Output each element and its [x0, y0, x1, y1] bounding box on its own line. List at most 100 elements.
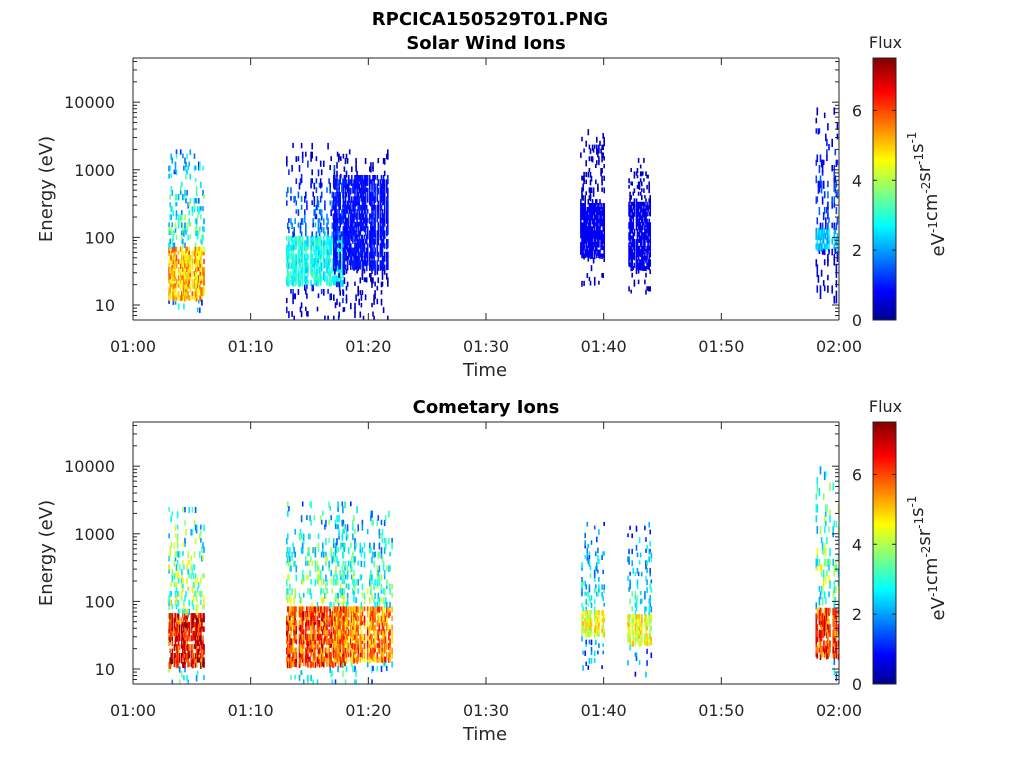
flux-cell	[346, 226, 349, 233]
flux-cell	[369, 611, 371, 617]
flux-cell	[350, 606, 352, 614]
flux-cell	[319, 209, 322, 216]
flux-cell	[336, 251, 338, 259]
flux-cell	[364, 175, 367, 181]
flux-cell	[387, 260, 389, 267]
flux-cell	[175, 653, 178, 661]
flux-cell	[596, 148, 598, 155]
flux-cell	[286, 588, 288, 595]
flux-cell	[580, 206, 582, 212]
flux-cell	[317, 244, 320, 252]
flux-cell	[199, 551, 201, 558]
flux-cell	[188, 661, 190, 667]
flux-cell	[194, 283, 197, 289]
flux-cell	[295, 258, 298, 265]
flux-cell	[391, 606, 393, 613]
flux-cell	[346, 221, 349, 228]
flux-cell	[334, 217, 336, 223]
flux-cell	[345, 217, 348, 224]
flux-cell	[313, 209, 316, 216]
flux-cell	[178, 630, 181, 636]
flux-cell	[366, 588, 369, 595]
flux-cell	[328, 638, 330, 645]
flux-cell	[588, 222, 591, 228]
flux-cell	[200, 291, 202, 297]
flux-cell	[383, 204, 386, 212]
flux-cell	[360, 294, 363, 301]
flux-cell	[345, 268, 348, 274]
flux-cell	[342, 244, 344, 250]
flux-cell	[598, 632, 600, 637]
flux-cell	[372, 251, 374, 259]
flux-cell	[338, 249, 341, 255]
flux-cell	[636, 215, 639, 220]
flux-cell	[601, 595, 603, 600]
flux-cell	[326, 556, 328, 562]
flux-cell	[371, 579, 373, 585]
flux-cell	[174, 635, 177, 642]
flux-cell	[185, 608, 187, 616]
flux-cell	[593, 238, 596, 244]
flux-cell	[202, 648, 204, 654]
flux-cell	[642, 212, 644, 216]
flux-cell	[585, 632, 587, 639]
flux-cell	[318, 661, 321, 668]
flux-cell	[347, 221, 350, 229]
flux-cell	[317, 633, 320, 641]
flux-cell	[374, 213, 376, 219]
flux-cell	[172, 234, 175, 241]
flux-cell	[193, 291, 196, 297]
flux-cell	[322, 611, 324, 616]
flux-cell	[353, 588, 355, 595]
flux-cell	[646, 249, 648, 254]
flux-cell	[361, 183, 364, 189]
flux-cell	[581, 187, 583, 192]
flux-cell	[198, 275, 200, 280]
flux-cell	[286, 647, 288, 655]
flux-cell	[192, 613, 195, 620]
flux-cell	[632, 255, 635, 260]
flux-cell	[644, 266, 646, 271]
flux-cell	[169, 267, 171, 274]
flux-cell	[331, 556, 334, 564]
flux-cell	[819, 243, 822, 251]
flux-cell	[313, 200, 316, 207]
flux-cell	[199, 533, 201, 540]
flux-cell	[322, 565, 324, 571]
flux-cell	[345, 615, 348, 622]
flux-cell	[360, 213, 363, 219]
flux-cell	[170, 267, 172, 274]
flux-cell	[584, 234, 586, 239]
flux-cell	[596, 222, 598, 227]
flux-cell	[323, 244, 325, 250]
flux-cell	[582, 187, 584, 192]
flux-cell	[183, 626, 185, 632]
flux-cell	[347, 192, 350, 197]
flux-cell	[345, 179, 348, 186]
flux-cell	[629, 644, 631, 651]
flux-cell	[331, 615, 334, 622]
flux-cell	[585, 628, 587, 634]
flux-cell	[299, 615, 302, 623]
flux-cell	[585, 599, 587, 605]
flux-cell	[341, 642, 344, 650]
flux-cell	[333, 179, 335, 186]
flux-cell	[582, 245, 584, 250]
flux-cell	[312, 638, 314, 644]
flux-cell	[353, 615, 355, 621]
flux-cell	[382, 647, 385, 654]
flux-cell	[347, 187, 350, 193]
flux-cell	[182, 613, 184, 618]
flux-cell	[326, 187, 328, 193]
flux-cell	[369, 624, 371, 631]
flux-cell	[332, 551, 335, 557]
flux-cell	[182, 287, 184, 294]
flux-cell	[358, 200, 360, 206]
flux-cell	[388, 642, 390, 650]
flux-cell	[195, 675, 198, 682]
flux-cell	[355, 638, 357, 643]
flux-cell	[369, 183, 371, 189]
flux-cell	[186, 639, 188, 645]
flux-cell	[195, 524, 198, 530]
